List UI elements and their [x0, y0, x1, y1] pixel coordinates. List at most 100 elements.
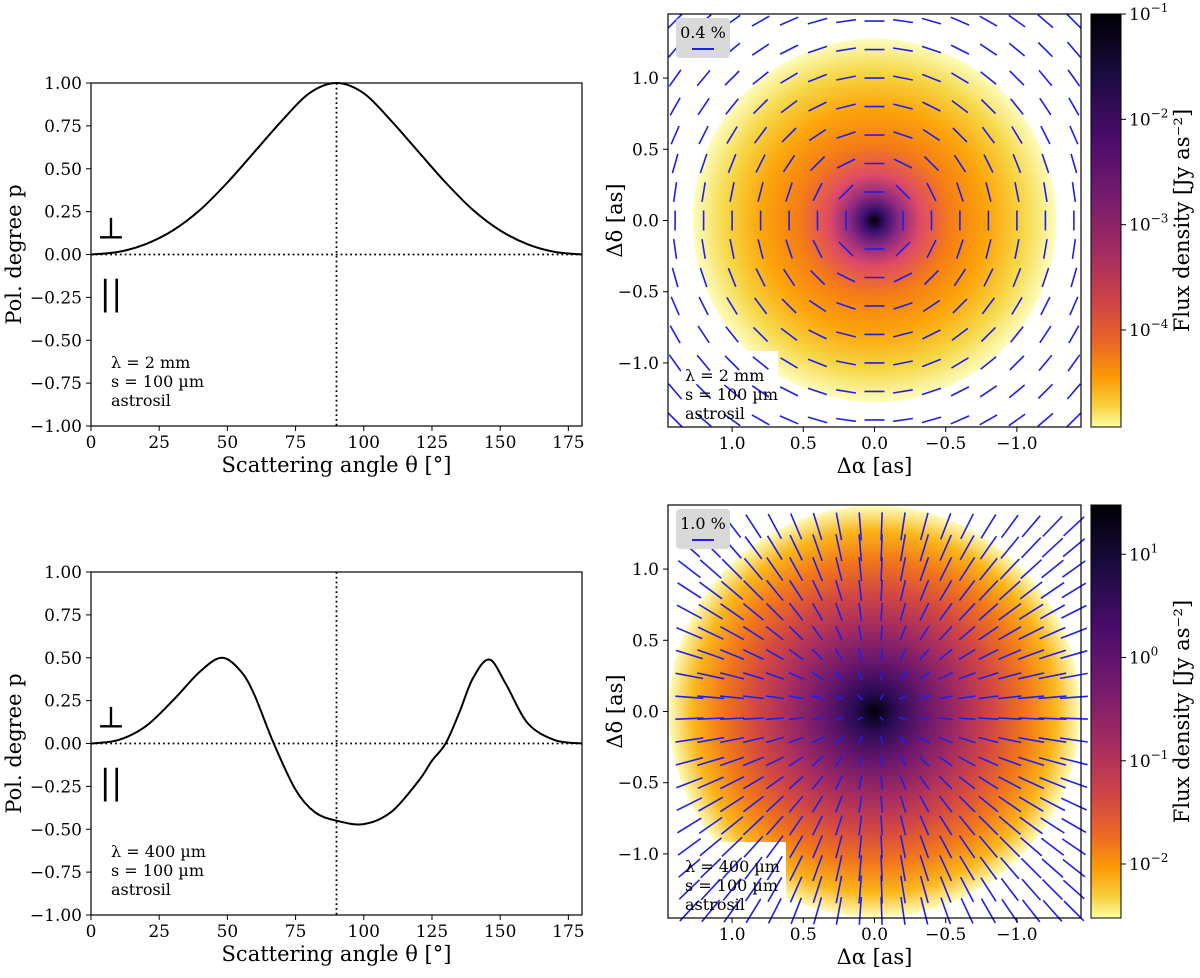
polarization-vector — [985, 182, 992, 202]
polarization-vector — [900, 896, 906, 925]
y-tick-label: 0.0 — [632, 212, 659, 232]
polarization-vector — [918, 717, 930, 721]
polarization-vector — [742, 776, 765, 790]
polarization-vector — [807, 416, 828, 424]
polarization-vector — [835, 18, 857, 24]
polarization-vector — [998, 580, 1021, 601]
polarization-vector — [980, 326, 997, 343]
polarization-vector — [940, 897, 952, 925]
polarization-vector — [765, 602, 784, 621]
polarization-vector — [951, 327, 969, 342]
x-tick-label: 150 — [484, 922, 516, 942]
polarization-vector — [668, 69, 682, 87]
polarization-vector — [1037, 13, 1054, 29]
polarization-vector — [743, 557, 764, 581]
polarization-vector — [893, 360, 913, 366]
polarization-vector — [811, 717, 824, 721]
polarization-vector — [880, 775, 884, 790]
polarization-vector — [807, 358, 828, 368]
colorbar-tick-label: 10−4 — [1129, 317, 1169, 341]
polarization-vector — [725, 98, 739, 115]
x-tick-label: 100 — [348, 433, 380, 453]
colorbar-tick-exponent: 0 — [1151, 645, 1159, 659]
polarization-vector — [676, 604, 703, 620]
polarization-vector — [958, 648, 976, 661]
polarization-vector — [938, 736, 953, 744]
polarization-vector — [952, 298, 968, 314]
polarization-vector — [811, 775, 824, 790]
polarization-vector — [892, 389, 913, 394]
parameter-annotation: λ = 400 µm — [685, 857, 780, 876]
polarization-vector — [1038, 354, 1053, 372]
y-tick-label: 0.75 — [44, 117, 82, 137]
polarization-vector — [980, 98, 997, 115]
polarization-vector — [893, 131, 913, 139]
polarization-vector — [697, 649, 725, 660]
polarization-vector — [880, 534, 883, 562]
y-tick-label: 0.75 — [44, 606, 82, 626]
polarization-vector — [1009, 70, 1025, 86]
polarization-vector — [893, 158, 913, 169]
polarization-vector — [958, 717, 976, 721]
polarization-curve — [90, 81, 583, 256]
polarization-vector — [926, 182, 937, 202]
polarization-vector — [752, 326, 769, 343]
y-tick-label: −0.75 — [30, 863, 82, 883]
polarization-vector — [727, 267, 737, 288]
x-tick-label: 50 — [217, 433, 239, 453]
polarization-vector — [998, 649, 1022, 661]
polarization-vector — [953, 268, 967, 287]
polarization-vector — [1020, 537, 1042, 559]
polarization-vector — [895, 184, 911, 200]
polarization-vector — [985, 239, 992, 259]
polarization-vector — [958, 625, 976, 641]
polarization-vector — [779, 44, 799, 55]
polarization-vector — [858, 875, 863, 904]
polarization-vector — [979, 856, 998, 880]
polarization-vector — [956, 182, 964, 202]
polarization-vector — [780, 327, 798, 342]
polarization-vector — [835, 534, 843, 562]
polarization-vector — [893, 331, 913, 338]
colorbar-tick-label: 100 — [1129, 645, 1158, 669]
polarization-vector — [1061, 838, 1086, 856]
polarization-vector — [766, 855, 783, 881]
polarization-vector — [950, 72, 969, 84]
parameter-annotation: λ = 2 mm — [685, 366, 764, 385]
polarization-vector — [1039, 604, 1066, 620]
polarization-vector — [938, 625, 953, 641]
polarization-vector — [1037, 383, 1054, 400]
polarization-vector — [811, 648, 824, 661]
polarization-vector — [809, 155, 826, 172]
polarization-vector — [880, 579, 883, 601]
polarization-vector — [721, 836, 743, 857]
polarization-vector — [779, 386, 799, 397]
polarization-vector — [765, 717, 784, 721]
polarization-vector — [979, 43, 998, 56]
polarization-vector — [858, 579, 863, 601]
polarization-vector — [834, 755, 844, 767]
polarization-vector — [922, 299, 941, 313]
polarization-vector — [1014, 239, 1020, 259]
polarization-vector — [699, 153, 708, 174]
polarization-vector — [789, 835, 804, 859]
parameter-annotation: astrosil — [685, 404, 745, 423]
y-tick-label: −0.25 — [30, 288, 82, 308]
colorbar-tick-exponent: −1 — [1151, 1, 1169, 15]
polarization-vector — [1059, 717, 1088, 720]
polarization-vector — [958, 795, 976, 813]
polarization-vector — [744, 856, 763, 880]
polarization-vector — [919, 795, 930, 813]
polarization-vector — [743, 580, 764, 601]
polarization-vector — [781, 298, 797, 314]
polarization-vector — [676, 776, 703, 789]
polarization-vector — [720, 695, 745, 700]
polarization-vector — [895, 241, 911, 257]
polarization-vector — [899, 835, 907, 859]
polarization-vector — [1018, 695, 1045, 700]
polarization-vector — [676, 797, 703, 812]
polarization-vector — [899, 602, 907, 621]
polarization-vector — [720, 603, 745, 621]
y-tick-label: 0.00 — [44, 735, 82, 755]
